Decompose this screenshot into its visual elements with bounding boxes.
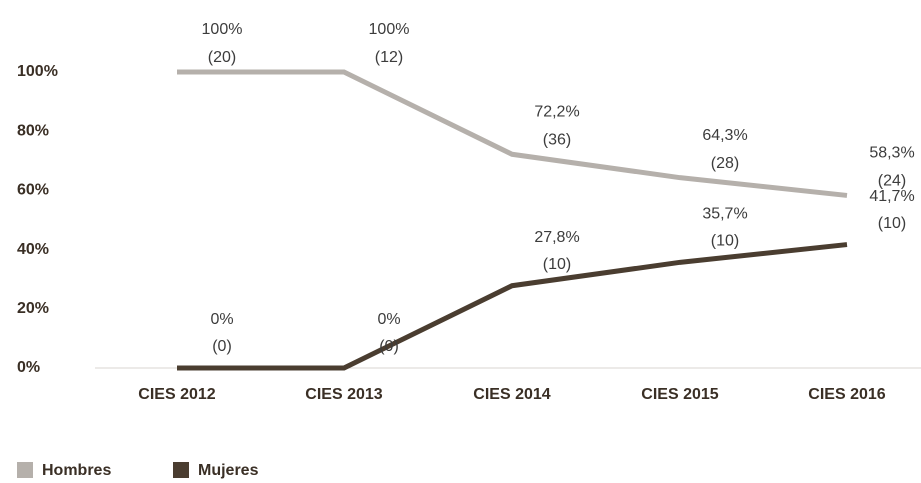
count-label: (20)	[208, 49, 236, 66]
value-label: 41,7%	[869, 188, 914, 205]
count-label: (36)	[543, 132, 571, 149]
count-label: (0)	[212, 338, 232, 355]
count-label: (10)	[543, 256, 571, 273]
x-tick-label: CIES 2016	[808, 386, 885, 403]
y-tick-label: 0%	[17, 359, 40, 376]
legend-label: Hombres	[42, 462, 111, 479]
count-label: (10)	[878, 215, 906, 232]
x-tick-label: CIES 2015	[641, 386, 718, 403]
y-tick-label: 80%	[17, 122, 49, 139]
value-label: 100%	[202, 21, 243, 38]
value-label: 58,3%	[869, 145, 914, 162]
x-tick-label: CIES 2012	[138, 386, 215, 403]
value-label: 27,8%	[534, 229, 579, 246]
value-label: 0%	[377, 311, 400, 328]
count-label: (10)	[711, 233, 739, 250]
legend-swatch	[17, 462, 33, 478]
line	[177, 242, 848, 371]
count-label: (24)	[878, 173, 906, 190]
line	[177, 69, 848, 198]
value-label: 35,7%	[702, 206, 747, 223]
count-label: (28)	[711, 155, 739, 172]
value-label: 72,2%	[534, 104, 579, 121]
x-tick-label: CIES 2013	[305, 386, 382, 403]
value-label: 64,3%	[702, 127, 747, 144]
y-tick-label: 60%	[17, 182, 49, 199]
legend-label: Mujeres	[198, 462, 259, 479]
value-label: 0%	[210, 311, 233, 328]
y-tick-label: 40%	[17, 241, 49, 258]
y-tick-label: 20%	[17, 300, 49, 317]
x-tick-label: CIES 2014	[473, 386, 550, 403]
legend-swatch	[173, 462, 189, 478]
value-label: 100%	[369, 21, 410, 38]
count-label: (12)	[375, 49, 403, 66]
count-label: (0)	[379, 338, 399, 355]
y-tick-label: 100%	[17, 63, 58, 80]
